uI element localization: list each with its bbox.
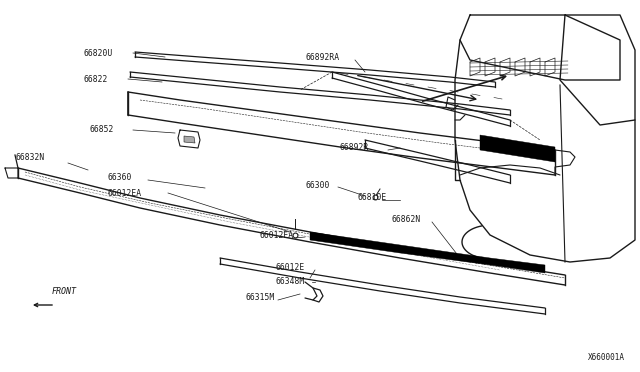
Text: 66852: 66852: [90, 125, 115, 135]
Polygon shape: [480, 135, 555, 162]
Text: X660001A: X660001A: [588, 353, 625, 362]
Polygon shape: [184, 136, 195, 143]
Text: 66012EA: 66012EA: [108, 189, 142, 198]
Text: 66822: 66822: [83, 74, 108, 83]
Text: FRONT: FRONT: [52, 288, 77, 296]
Text: 66820U: 66820U: [83, 48, 112, 58]
Text: 66810E: 66810E: [358, 193, 387, 202]
Text: 66832N: 66832N: [15, 154, 44, 163]
Text: 66348M: 66348M: [275, 278, 304, 286]
Text: 66012EA: 66012EA: [260, 231, 294, 240]
Text: 66300: 66300: [305, 180, 330, 189]
Text: 66862N: 66862N: [392, 215, 421, 224]
Text: 66360: 66360: [108, 173, 132, 182]
Text: 66315M: 66315M: [245, 294, 275, 302]
Text: 66892RA: 66892RA: [305, 54, 339, 62]
Text: 66892R: 66892R: [340, 144, 369, 153]
Text: 66012E: 66012E: [275, 263, 304, 273]
Polygon shape: [310, 232, 545, 273]
